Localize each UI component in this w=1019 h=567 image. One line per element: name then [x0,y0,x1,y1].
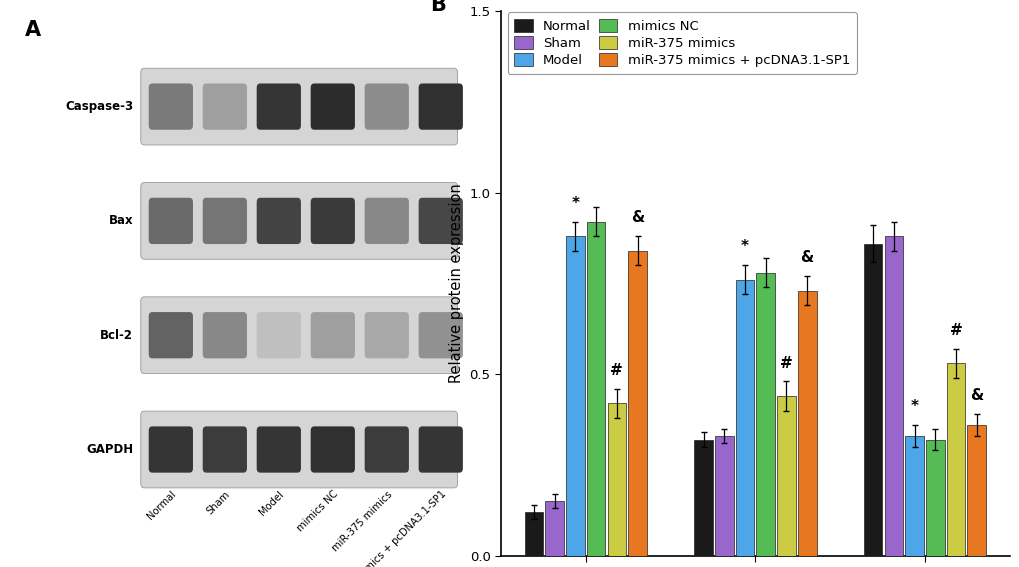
Text: GAPDH: GAPDH [86,443,133,456]
Text: Caspase-3: Caspase-3 [65,100,133,113]
FancyBboxPatch shape [365,83,409,130]
Text: #: # [780,356,792,371]
FancyBboxPatch shape [418,83,463,130]
FancyBboxPatch shape [203,426,247,473]
Bar [967,425,985,556]
FancyBboxPatch shape [418,312,463,358]
Text: Bcl-2: Bcl-2 [100,329,133,342]
FancyBboxPatch shape [149,198,193,244]
Bar [628,251,646,556]
Bar [545,501,564,556]
FancyBboxPatch shape [149,426,193,473]
FancyBboxPatch shape [203,198,247,244]
Bar [925,439,944,556]
FancyBboxPatch shape [418,198,463,244]
Bar [883,236,903,556]
FancyBboxPatch shape [141,297,458,374]
FancyBboxPatch shape [203,312,247,358]
Text: &: & [631,210,644,226]
FancyBboxPatch shape [257,83,301,130]
FancyBboxPatch shape [203,83,247,130]
Bar [863,244,881,556]
FancyBboxPatch shape [365,312,409,358]
Text: B: B [429,0,445,15]
Y-axis label: Relative protein expression: Relative protein expression [448,184,464,383]
FancyBboxPatch shape [257,312,301,358]
FancyBboxPatch shape [141,68,458,145]
Bar [714,436,733,556]
FancyBboxPatch shape [365,198,409,244]
FancyBboxPatch shape [311,426,355,473]
Bar [797,291,816,556]
FancyBboxPatch shape [149,312,193,358]
FancyBboxPatch shape [311,83,355,130]
Text: &: & [800,251,813,265]
Bar [776,396,795,556]
FancyBboxPatch shape [311,198,355,244]
Bar [946,363,964,556]
Text: #: # [610,363,623,378]
FancyBboxPatch shape [149,83,193,130]
Text: Model: Model [258,489,285,517]
Text: mimics NC: mimics NC [294,489,339,534]
Bar [607,403,626,556]
Text: A: A [24,19,41,40]
Text: miR-375 mimics + pcDNA3.1-SP1: miR-375 mimics + pcDNA3.1-SP1 [322,489,447,567]
Bar [566,236,584,556]
Text: miR-375 mimics: miR-375 mimics [329,489,393,553]
Text: *: * [910,399,918,414]
Bar [905,436,923,556]
Text: *: * [740,239,748,255]
Bar [756,273,774,556]
Text: Bax: Bax [108,214,133,227]
Bar [694,439,712,556]
FancyBboxPatch shape [418,426,463,473]
FancyBboxPatch shape [365,426,409,473]
FancyBboxPatch shape [311,312,355,358]
FancyBboxPatch shape [257,198,301,244]
FancyBboxPatch shape [141,411,458,488]
Text: *: * [571,196,579,211]
Text: Normal: Normal [145,489,177,522]
Text: Sham: Sham [205,489,231,516]
Bar [524,512,543,556]
Text: &: & [969,388,982,403]
Bar [735,280,754,556]
Legend: Normal, Sham, Model, mimics NC, miR-375 mimics, miR-375 mimics + pcDNA3.1-SP1: Normal, Sham, Model, mimics NC, miR-375 … [507,12,856,74]
Bar [586,222,605,556]
FancyBboxPatch shape [141,183,458,259]
FancyBboxPatch shape [257,426,301,473]
Text: #: # [949,323,962,338]
